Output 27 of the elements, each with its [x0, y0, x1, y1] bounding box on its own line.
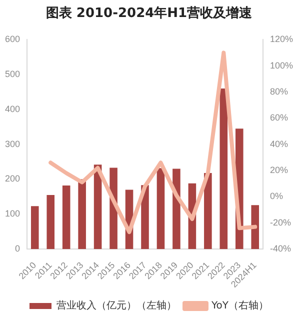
bar	[220, 88, 228, 250]
y2-tick-label: -40%	[270, 244, 291, 254]
y-tick-label: 200	[4, 174, 20, 184]
legend-label: YoY（右轴）	[210, 300, 269, 312]
bar	[30, 206, 39, 250]
legend-label: 营业收入（亿元）（左轴）	[56, 300, 176, 312]
bar	[46, 194, 55, 250]
y2-tick-label: 100%	[270, 60, 294, 70]
y2-tick-label: 40%	[270, 138, 288, 149]
bar	[78, 179, 86, 250]
y-tick-label: 600	[4, 34, 20, 44]
y2-tick-label: 120%	[270, 34, 294, 44]
y2-tick-label: 20%	[270, 165, 288, 176]
y2-tick-label: 0%	[270, 191, 283, 202]
y-tick-label: 500	[4, 68, 20, 79]
bar	[156, 168, 165, 250]
y-tick-label: 100	[4, 208, 20, 219]
y-tick-label: 300	[4, 138, 20, 149]
y2-tick-label: -20%	[270, 217, 291, 228]
bar	[251, 205, 260, 250]
chart-title: 图表 2010-2024年H1营收及增速	[46, 5, 254, 22]
y-tick-label: 0	[15, 244, 20, 254]
y2-tick-label: 60%	[270, 112, 288, 123]
y2-tick-label: 80%	[270, 86, 288, 96]
bar	[62, 186, 70, 250]
y-tick-label: 400	[4, 104, 20, 114]
bar	[204, 172, 212, 250]
